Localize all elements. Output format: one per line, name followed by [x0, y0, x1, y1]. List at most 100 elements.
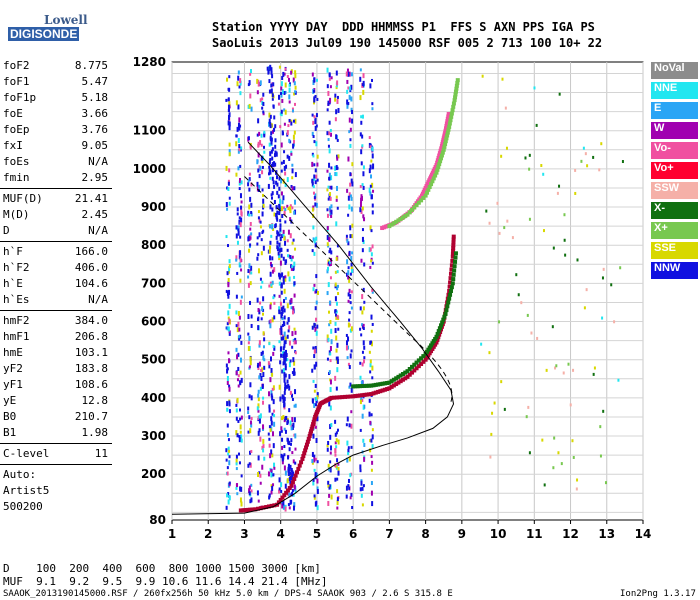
echo-point [279, 396, 282, 402]
trace-point-vo- [385, 387, 390, 392]
echo-point [282, 229, 285, 234]
echo-point [285, 349, 288, 354]
trace-point-x- [398, 373, 403, 378]
echo-point [235, 416, 238, 421]
echo-point [585, 288, 588, 292]
echo-point [336, 500, 339, 506]
echo-point [370, 413, 373, 417]
echo-point [336, 270, 339, 274]
echo-point [239, 334, 242, 339]
echo-point [371, 365, 374, 371]
echo-point [328, 310, 331, 314]
echo-point [334, 453, 337, 457]
trace-point-x- [407, 367, 412, 372]
echo-point [363, 356, 366, 360]
echo-point [250, 449, 253, 453]
trace-point-vo- [445, 119, 450, 124]
trace-point-x- [414, 360, 419, 365]
echo-point [291, 451, 294, 455]
echo-point [261, 350, 264, 355]
trace-point-vo- [448, 271, 453, 276]
echo-point [274, 150, 277, 155]
echo-point [262, 448, 265, 453]
trace-point-x- [385, 380, 390, 385]
echo-point [281, 317, 284, 321]
echo-point [350, 206, 353, 212]
echo-point [228, 358, 231, 364]
echo-point [257, 216, 260, 220]
param-name: C-level [3, 447, 50, 460]
echo-point [314, 168, 317, 173]
echo-point [336, 358, 339, 364]
echo-point [334, 419, 337, 424]
echo-point [276, 230, 279, 235]
echo-point [291, 397, 294, 401]
echo-point [278, 310, 281, 315]
echo-point [268, 404, 271, 409]
echo-point [328, 120, 331, 125]
echo-point [236, 212, 239, 216]
trace-point-vo- [258, 506, 263, 511]
trace-point-vo- [451, 234, 456, 239]
echo-point [247, 236, 250, 242]
echo-point [270, 490, 273, 495]
echo-point [261, 464, 264, 470]
x-tick-label: 8 [421, 527, 429, 541]
echo-point [488, 351, 491, 355]
param-value: 406.0 [74, 261, 108, 274]
echo-point [262, 92, 265, 97]
y-tick-label: 500 [141, 353, 166, 367]
echo-point [271, 412, 274, 416]
echo-point [289, 420, 292, 426]
echo-point [256, 78, 259, 84]
echo-point [236, 483, 239, 488]
echo-point [329, 451, 332, 455]
echo-point [335, 445, 338, 449]
echo-point [268, 142, 271, 147]
echo-point [269, 377, 272, 383]
echo-point [363, 442, 366, 447]
echo-point [228, 386, 231, 392]
echo-point [326, 131, 329, 136]
echo-point [370, 252, 373, 257]
echo-point [259, 98, 262, 103]
echo-point [360, 258, 363, 263]
trace-point-vo- [284, 490, 289, 495]
echo-point [270, 123, 273, 129]
param-value: 11 [94, 447, 108, 460]
echo-point [256, 406, 259, 411]
echo-point [360, 149, 363, 155]
param-value: N/A [88, 155, 108, 168]
echo-point [267, 361, 270, 366]
echo-point [289, 471, 292, 476]
echo-point [228, 318, 231, 324]
echo-point [290, 438, 293, 443]
trace-point-vo- [300, 456, 305, 461]
trace-point-vo- [311, 419, 316, 424]
trace-point-x- [435, 167, 440, 172]
echo-point [269, 319, 272, 324]
echo-point [572, 368, 575, 372]
echo-point [350, 387, 353, 393]
param-name: h`F [3, 245, 23, 258]
echo-point [282, 346, 285, 351]
param-row: D N/A [0, 223, 112, 239]
trace-point-vo- [292, 476, 297, 481]
echo-point [528, 217, 531, 221]
echo-point [258, 418, 261, 424]
echo-point [313, 196, 316, 200]
echo-point [289, 255, 292, 260]
echo-point [602, 267, 605, 271]
autoscaling-info: Artist5 [3, 484, 50, 497]
echo-point [326, 188, 329, 192]
trace-point-x- [426, 187, 431, 192]
echo-point [328, 172, 331, 177]
echo-point [283, 378, 286, 383]
echo-point [329, 212, 332, 217]
echo-point [334, 375, 337, 381]
echo-point [294, 389, 297, 395]
param-value: 2.45 [81, 208, 109, 221]
echo-point [290, 264, 293, 269]
echo-point [260, 285, 263, 289]
echo-point [239, 177, 242, 183]
